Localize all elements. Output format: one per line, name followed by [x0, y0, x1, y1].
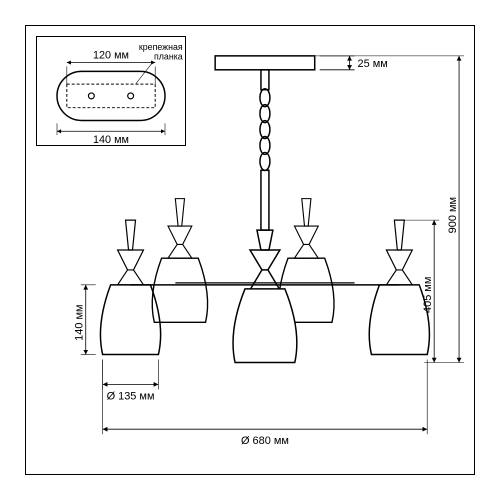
inset-dim-120: 120 мм	[93, 50, 129, 62]
lamp-shade	[233, 289, 297, 363]
inset-note-1: крепежная	[139, 42, 183, 52]
lamp-shade	[152, 199, 207, 323]
lamp-shade	[369, 220, 429, 354]
diagram-frame: 25 мм 900 мм 405 мм 140 мм Ø 135 мм Ø 68…	[25, 25, 475, 475]
dim-shade-h: 140 мм	[74, 305, 86, 341]
inset-note-2: планка	[154, 52, 183, 62]
inset-dim-140: 140 мм	[93, 134, 129, 145]
dim-shade-dia: Ø 135 мм	[107, 390, 155, 402]
dim-total-h: 900 мм	[447, 197, 459, 233]
dim-canopy-h: 25 мм	[358, 58, 388, 70]
mounting-plate-inset: 120 мм 140 мм крепежная планка	[36, 36, 186, 146]
lamp-shade	[100, 220, 160, 354]
dim-total-dia: Ø 680 мм	[241, 435, 289, 447]
dim-body-h: 405 мм	[422, 277, 434, 313]
